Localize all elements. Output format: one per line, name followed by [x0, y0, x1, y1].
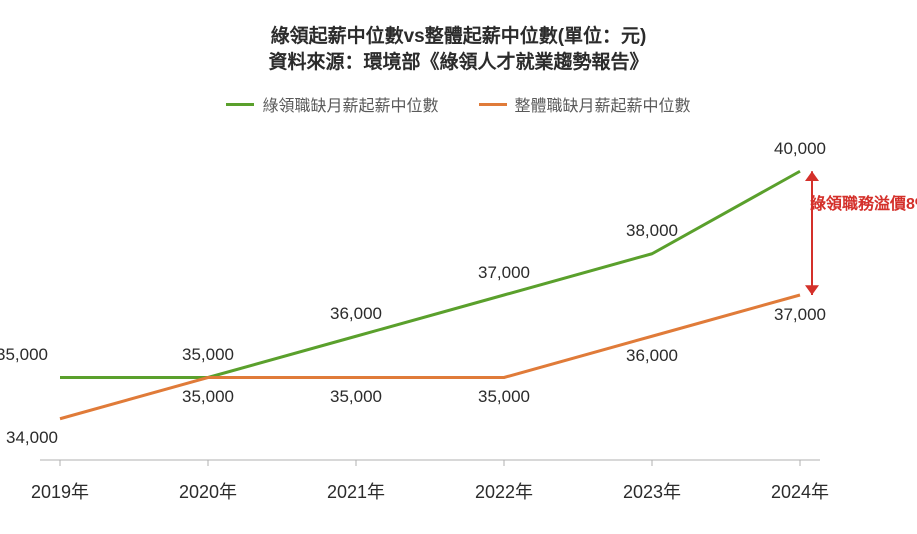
- data-point-label: 34,000: [6, 428, 58, 448]
- data-point-label: 35,000: [0, 345, 48, 365]
- data-point-label: 40,000: [774, 139, 826, 159]
- x-axis-label: 2023年: [623, 478, 681, 504]
- data-point-label: 36,000: [330, 304, 382, 324]
- data-point-label: 36,000: [626, 346, 678, 366]
- data-point-label: 37,000: [774, 305, 826, 325]
- x-axis-label: 2024年: [771, 478, 829, 504]
- chart-plot-area: [0, 0, 917, 534]
- x-axis-label: 2019年: [31, 478, 89, 504]
- data-point-label: 38,000: [626, 221, 678, 241]
- data-point-label: 35,000: [478, 387, 530, 407]
- premium-callout: 綠領職務溢價8%: [810, 190, 917, 214]
- x-axis-label: 2020年: [179, 478, 237, 504]
- salary-chart: 綠領起薪中位數vs整體起薪中位數(單位：元) 資料來源：環境部《綠領人才就業趨勢…: [0, 0, 917, 534]
- data-point-label: 35,000: [182, 387, 234, 407]
- data-point-label: 35,000: [330, 387, 382, 407]
- x-axis-label: 2021年: [327, 478, 385, 504]
- data-point-label: 37,000: [478, 263, 530, 283]
- x-axis-label: 2022年: [475, 478, 533, 504]
- data-point-label: 35,000: [182, 345, 234, 365]
